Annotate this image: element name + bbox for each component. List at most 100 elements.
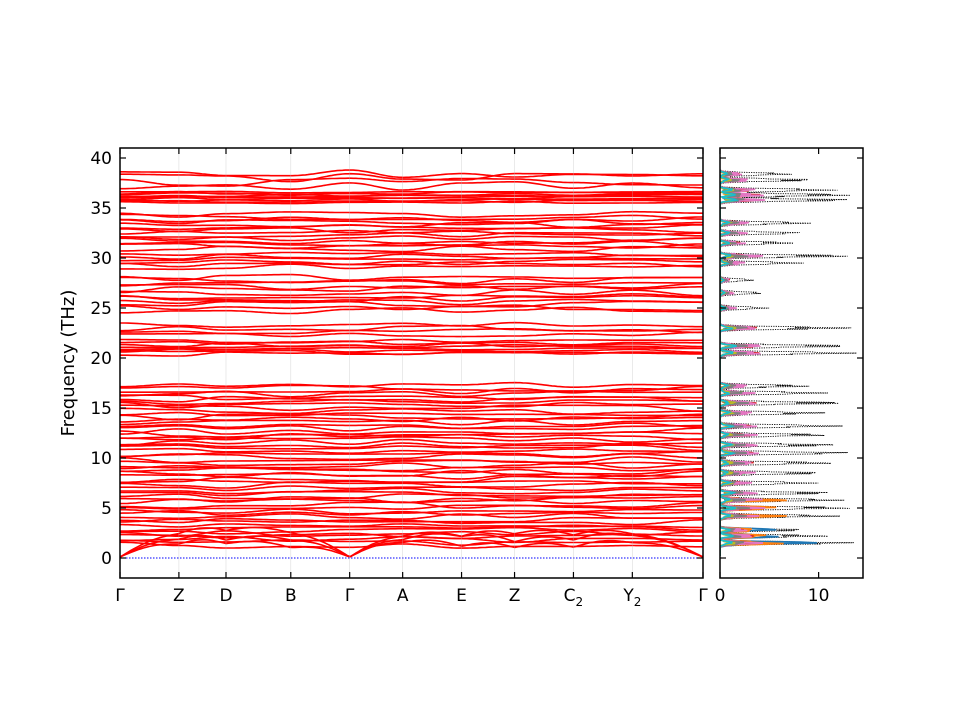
band-line — [120, 526, 703, 535]
x-tick-label: D — [219, 586, 232, 606]
band-line — [120, 475, 703, 484]
band-line — [120, 459, 703, 467]
band-line — [120, 338, 703, 344]
band-line — [120, 442, 703, 449]
band-line — [120, 282, 703, 291]
y-tick-label: 40 — [90, 149, 112, 169]
dos-x-ticks: 0 10 — [715, 148, 830, 606]
band-lines — [120, 169, 703, 558]
band-line — [120, 237, 703, 245]
band-line — [120, 398, 703, 406]
x-tick-label: Z — [173, 586, 185, 606]
x-tick-label: B — [285, 586, 297, 606]
band-line — [120, 523, 703, 529]
band-x-ticks: Γ Z D B Γ A E Z C2 Y2 Γ — [115, 148, 708, 609]
band-line — [120, 210, 703, 218]
dos-axes-frame — [719, 147, 864, 579]
band-line — [120, 539, 703, 546]
band-line — [120, 447, 703, 454]
band-line — [120, 190, 703, 194]
x-tick-label: Y2 — [622, 586, 641, 609]
band-line — [120, 509, 703, 516]
dos-lines — [720, 169, 857, 556]
high-symmetry-lines — [178, 148, 633, 578]
band-line — [120, 456, 703, 464]
band-line — [120, 221, 703, 229]
band-line — [120, 495, 703, 504]
band-line — [120, 485, 703, 492]
band-line — [120, 251, 703, 257]
band-line — [120, 321, 703, 328]
y-tick-label: 0 — [101, 549, 112, 569]
band-line — [120, 381, 703, 388]
band-line — [120, 240, 703, 247]
y-tick-label: 35 — [90, 199, 112, 219]
band-line — [120, 427, 703, 435]
band-line — [120, 487, 703, 495]
band-line — [120, 198, 703, 203]
band-line — [120, 541, 703, 549]
band-line — [120, 384, 703, 392]
x-tick-label: Γ — [345, 586, 355, 606]
band-line — [120, 518, 703, 526]
band-line — [120, 279, 703, 287]
dos-y-ticks — [720, 157, 863, 559]
band-line — [120, 258, 703, 266]
y-tick-label: 15 — [90, 399, 112, 419]
band-y-ticks: 0 5 10 15 20 25 30 35 40 — [90, 149, 703, 569]
band-line — [120, 273, 703, 282]
band-line — [120, 169, 703, 179]
band-line — [120, 532, 703, 540]
band-line — [120, 177, 703, 187]
dos-x-tick-label: 10 — [808, 586, 830, 606]
band-line — [120, 424, 703, 432]
band-line — [120, 340, 703, 346]
y-tick-label: 25 — [90, 299, 112, 319]
band-line — [120, 450, 703, 458]
band-line — [120, 292, 703, 300]
band-axes-frame — [119, 147, 704, 579]
x-tick-label: Z — [509, 586, 521, 606]
band-line — [120, 263, 703, 271]
band-line — [120, 469, 703, 478]
band-line — [120, 304, 703, 312]
band-line — [120, 422, 703, 430]
band-line — [120, 227, 703, 234]
band-line — [120, 216, 703, 224]
band-line — [120, 294, 703, 303]
band-line — [120, 298, 703, 306]
y-axis-title: Frequency (THz) — [58, 290, 79, 437]
band-line — [120, 394, 703, 401]
band-line — [120, 433, 703, 441]
dos-panel: 0 10 — [715, 147, 864, 606]
band-line — [120, 504, 703, 510]
band-line — [120, 401, 703, 409]
x-tick-label: Γ — [698, 586, 708, 606]
band-line — [120, 512, 703, 520]
dos-x-tick-label: 0 — [715, 586, 726, 606]
band-line — [120, 229, 703, 236]
x-tick-label: A — [397, 586, 409, 606]
band-line — [120, 438, 703, 447]
band-line — [120, 289, 703, 297]
band-line — [120, 300, 703, 308]
band-line — [120, 276, 703, 285]
y-tick-label: 30 — [90, 249, 112, 269]
band-line — [120, 181, 703, 191]
y-tick-label: 10 — [90, 449, 112, 469]
band-line — [120, 530, 703, 537]
y-tick-label: 5 — [101, 499, 112, 519]
band-line — [120, 467, 703, 475]
total-dos-line — [720, 169, 857, 556]
band-line — [120, 508, 703, 515]
band-line — [120, 516, 703, 524]
y-tick-label: 20 — [90, 349, 112, 369]
band-line — [120, 344, 703, 349]
band-line — [120, 213, 703, 221]
band-line — [120, 261, 703, 268]
partial-dos-line — [720, 169, 739, 556]
band-line — [120, 490, 703, 498]
band-line — [120, 348, 703, 354]
x-tick-label: C2 — [564, 586, 584, 609]
